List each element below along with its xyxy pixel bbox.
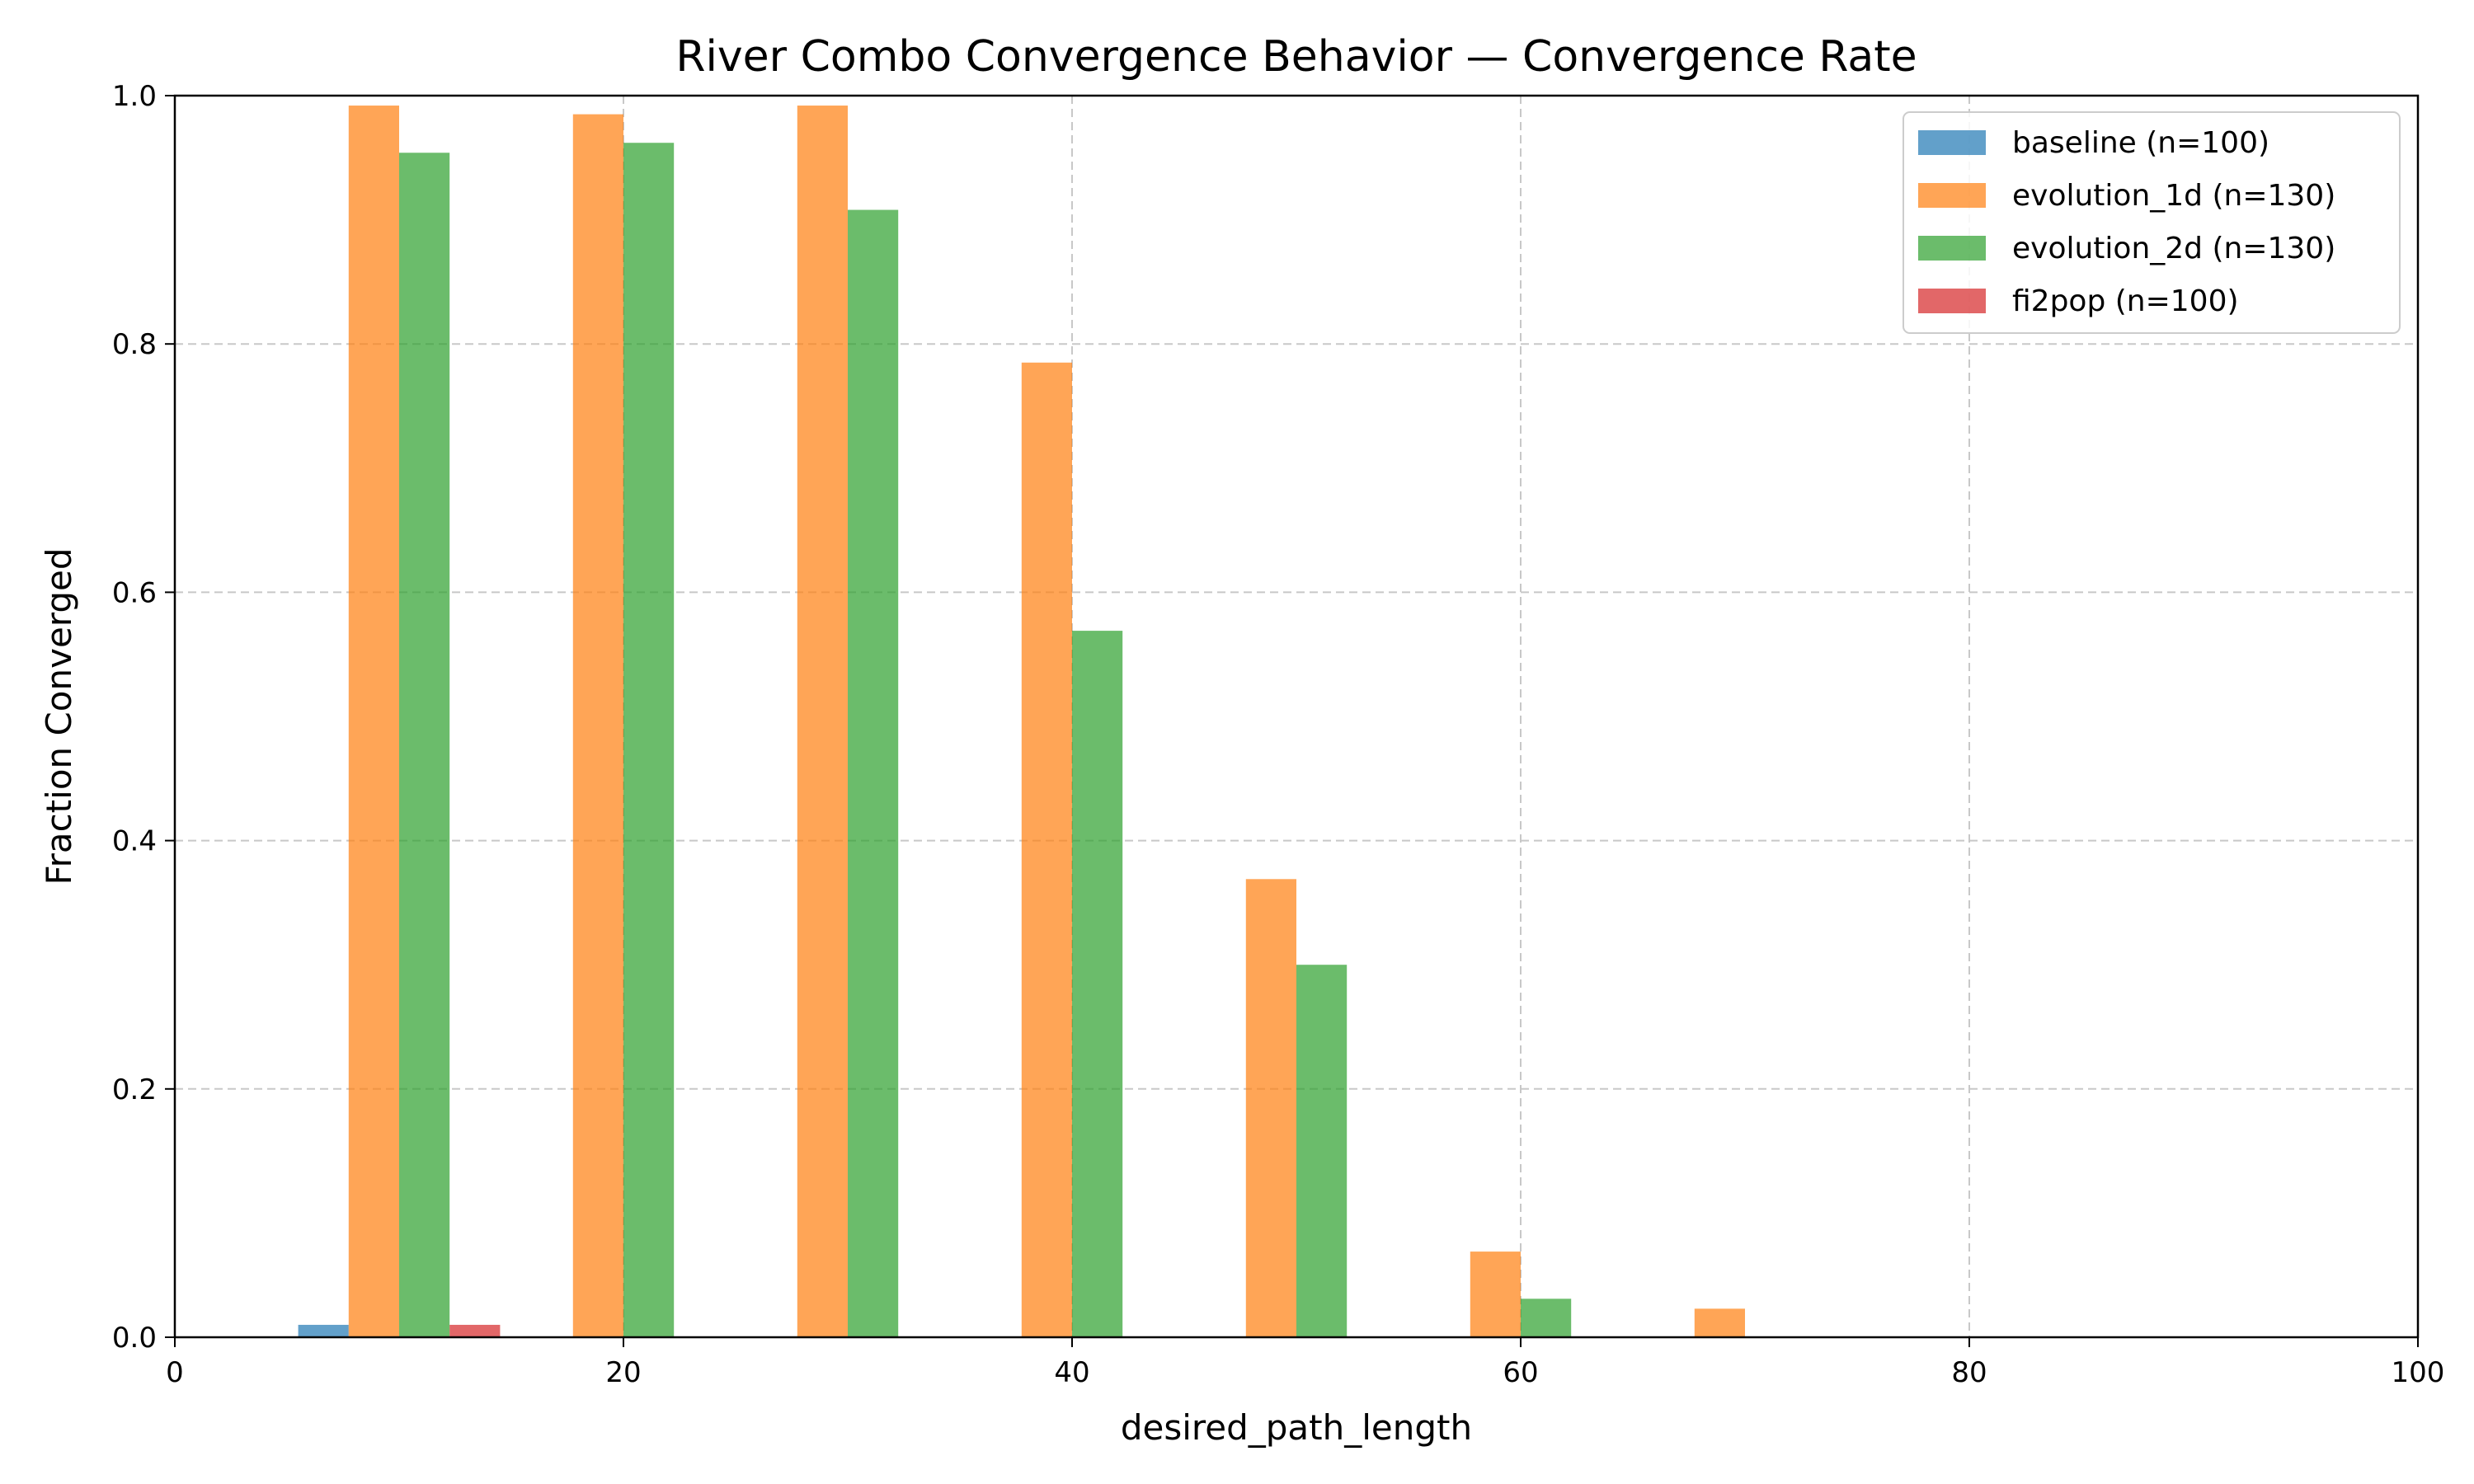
series-1 <box>298 1324 349 1337</box>
x-axis-label: desired_path_length <box>1121 1407 1472 1448</box>
bar <box>572 114 623 1338</box>
legend-swatch <box>1918 289 1986 313</box>
bars <box>298 106 1745 1338</box>
legend-label: baseline (n=100) <box>2012 126 2269 160</box>
y-tick-label: 0.0 <box>112 1322 157 1355</box>
bar <box>399 153 450 1337</box>
legend-label: evolution_2d (n=130) <box>2012 232 2335 265</box>
y-tick-label: 0.2 <box>112 1073 157 1106</box>
x-tick-label: 20 <box>605 1356 641 1389</box>
bar <box>1296 965 1348 1337</box>
y-tick-label: 0.8 <box>112 328 157 361</box>
y-axis-label: Fraction Converged <box>39 547 79 885</box>
bar <box>1072 631 1123 1337</box>
bar <box>1521 1298 1572 1337</box>
y-tick-label: 0.4 <box>112 825 157 858</box>
legend-swatch <box>1918 130 1986 155</box>
legend-box <box>1903 111 2401 334</box>
legend-swatch <box>1918 236 1986 261</box>
legend: baseline (n=100) evolution_1d (n=130) evol… <box>1903 111 2401 334</box>
x-tick-label: 0 <box>166 1356 184 1389</box>
y-tick-label: 0.6 <box>112 576 157 609</box>
bar <box>797 106 848 1338</box>
legend-label: fi2pop (n=100) <box>2012 284 2239 318</box>
series-2 <box>348 106 1745 1338</box>
bar <box>1245 879 1296 1337</box>
legend-swatch <box>1918 183 1986 208</box>
bar <box>1694 1308 1745 1337</box>
series-3 <box>399 143 1572 1337</box>
bar <box>1470 1252 1521 1337</box>
bar <box>848 209 899 1337</box>
x-tick-label: 80 <box>1951 1356 1987 1389</box>
x-tick-label: 40 <box>1054 1356 1089 1389</box>
chart-title: River Combo Convergence Behavior — Conve… <box>675 32 1917 82</box>
y-axis-ticks: 0.0 0.2 0.4 0.6 0.8 1.0 <box>112 80 175 1355</box>
x-tick-label: 100 <box>2392 1356 2445 1389</box>
bar <box>623 143 675 1337</box>
legend-label: evolution_1d (n=130) <box>2012 179 2335 213</box>
x-axis-ticks: 0 20 40 60 80 100 <box>166 1337 2444 1389</box>
series-4 <box>449 1324 501 1337</box>
bar <box>298 1324 349 1337</box>
plot-frame <box>173 94 2420 1339</box>
bar <box>449 1324 501 1337</box>
y-tick-label: 1.0 <box>112 80 157 113</box>
x-tick-label: 60 <box>1503 1356 1538 1389</box>
bar <box>348 106 399 1338</box>
bar <box>1021 362 1072 1337</box>
